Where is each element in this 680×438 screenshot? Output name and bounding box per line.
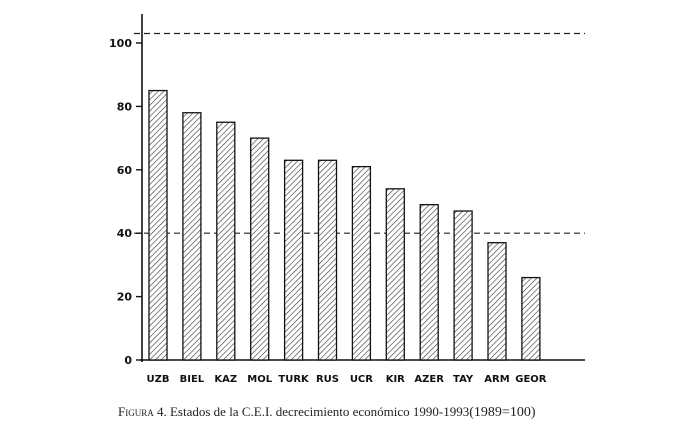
x-tick-label: TAY [453, 374, 474, 385]
x-tick-label: KAZ [214, 374, 237, 385]
x-tick-label: ARM [484, 374, 509, 385]
bar [351, 165, 372, 361]
y-tick-label: 40 [117, 227, 133, 240]
bar [419, 204, 439, 361]
x-tick-label: UCR [350, 374, 373, 385]
bar [385, 188, 405, 361]
bars [148, 89, 541, 361]
y-tick-label: 60 [117, 164, 133, 177]
caption-text: 4. Estados de la C.E.I. decrecimiento ec… [153, 404, 470, 419]
bar [453, 210, 473, 361]
y-axis-ticks: 0 20 40 60 80 100 [109, 37, 142, 367]
x-axis-labels: UZB BIEL KAZ MOL TURK RUS UCR KIR AZER TAY ARM GEOR [147, 374, 547, 385]
bar [182, 112, 202, 361]
x-tick-label: RUS [316, 374, 339, 385]
figure-label: Figura [118, 404, 154, 419]
y-tick-label: 0 [124, 354, 132, 367]
y-tick-label: 20 [117, 291, 133, 304]
bar-chart: 0 20 40 60 80 100 UZB BIEL KAZ MOL TURK RUS UCR KIR A… [109, 14, 585, 385]
y-tick-label: 100 [109, 37, 132, 50]
y-tick-label: 80 [117, 100, 133, 113]
bar [487, 242, 507, 361]
x-tick-label: GEOR [515, 374, 547, 385]
x-tick-label: MOL [247, 374, 272, 385]
bar [216, 121, 236, 361]
x-tick-label: KIR [386, 374, 405, 385]
bar [250, 137, 270, 361]
figure-caption: Figura 4. Estados de la C.E.I. decrecimi… [118, 404, 638, 421]
x-tick-label: UZB [147, 374, 170, 385]
bar [283, 159, 304, 361]
caption-index-base: (1989=100) [469, 405, 536, 420]
x-tick-label: TURK [278, 374, 310, 385]
bar [148, 89, 168, 361]
x-tick-label: BIEL [180, 374, 205, 385]
bar [317, 159, 338, 361]
x-tick-label: AZER [414, 374, 444, 385]
bar [521, 276, 541, 361]
